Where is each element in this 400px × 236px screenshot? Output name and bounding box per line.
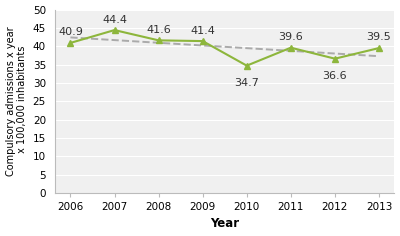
Text: 44.4: 44.4: [102, 15, 127, 25]
Text: 39.5: 39.5: [367, 33, 391, 42]
Text: 39.6: 39.6: [278, 32, 303, 42]
Text: 34.7: 34.7: [234, 78, 259, 88]
Y-axis label: Compulsory admissions x year
 x 100,000 inhabitants: Compulsory admissions x year x 100,000 i…: [6, 26, 27, 176]
X-axis label: Year: Year: [210, 217, 239, 230]
Text: 41.6: 41.6: [146, 25, 171, 35]
Text: 36.6: 36.6: [323, 71, 347, 81]
Text: 41.4: 41.4: [190, 25, 215, 36]
Text: 40.9: 40.9: [58, 27, 83, 37]
